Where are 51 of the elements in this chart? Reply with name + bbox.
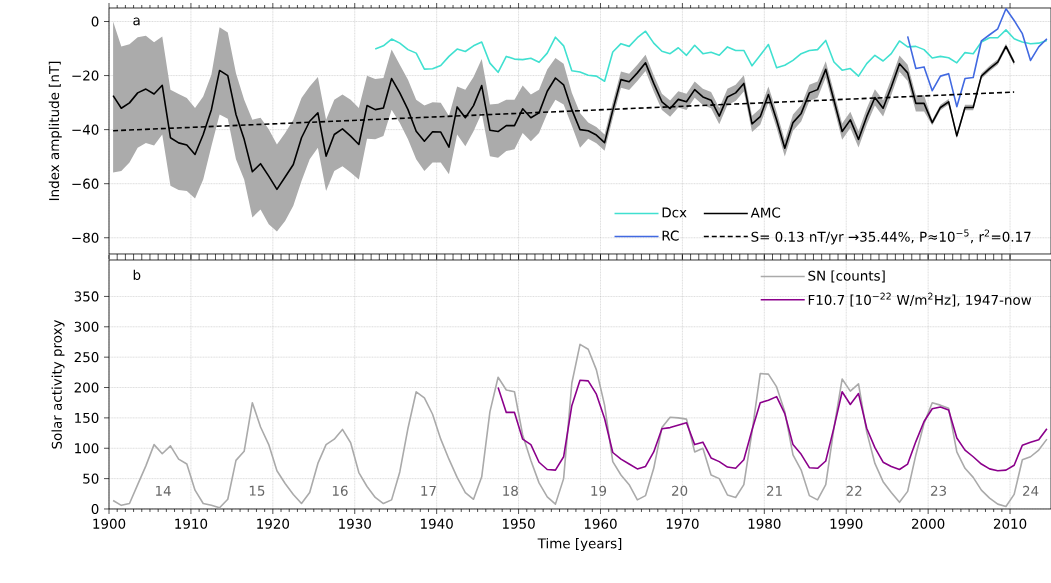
y-tick-label: 150 — [75, 412, 99, 423]
annotation: 22 — [846, 485, 862, 496]
y-tick-label: 50 — [83, 473, 99, 484]
annotation: 16 — [332, 485, 348, 496]
legend-label: SN [counts] — [808, 270, 885, 283]
annotation: 24 — [1023, 485, 1039, 496]
legend-label: F10.7 [10$^{−22}$ W/m$^{2}$Hz], 1947-now — [808, 292, 1032, 307]
annotation: 18 — [503, 485, 518, 496]
x-tick-label: 1910 — [175, 518, 208, 529]
line-series — [906, 8, 1048, 108]
annotation: 23 — [930, 485, 947, 496]
x-tick-label: 1950 — [502, 518, 535, 529]
annotation: 15 — [249, 485, 265, 496]
y-tick-label: −40 — [72, 124, 99, 135]
y-tick-label: −80 — [72, 232, 99, 243]
y-axis-title: Solar activity proxy — [51, 319, 65, 449]
annotation: a — [133, 17, 140, 26]
legend-label: RC — [662, 230, 679, 241]
annotation: b — [133, 269, 141, 281]
legend-label: Dcx — [662, 207, 687, 218]
legend-label: AMC — [750, 207, 781, 218]
y-tick-label: 100 — [75, 443, 99, 454]
annotation: 21 — [766, 485, 782, 496]
x-tick-label: 1980 — [748, 518, 781, 529]
x-tick-label: 2010 — [993, 518, 1027, 529]
x-tick-label: 1940 — [421, 518, 453, 529]
y-tick-label: 0 — [91, 503, 99, 515]
annotation: 19 — [591, 485, 607, 496]
annotation: 17 — [421, 485, 436, 496]
y-tick-label: 350 — [74, 291, 99, 302]
y-axis-title: Index amplitude [nT] — [48, 61, 62, 201]
y-tick-label: 0 — [91, 16, 99, 27]
line-series — [112, 343, 1048, 509]
line-series — [374, 29, 1048, 83]
legend-label: S= 0.13 nT/yr →35.44%, P≈10$^{−5}$, r$^{2}$=0.17 — [751, 229, 1031, 245]
y-tick-label: −20 — [72, 70, 99, 81]
annotation: 20 — [672, 485, 688, 496]
y-tick-label: 200 — [74, 382, 99, 393]
x-tick-label: 1920 — [257, 518, 290, 529]
x-tick-label: 1970 — [666, 518, 699, 529]
y-tick-label: −60 — [72, 178, 99, 189]
x-tick-label: 1960 — [584, 518, 617, 529]
x-axis-title: Time [years] — [537, 538, 622, 552]
line-series — [112, 45, 1015, 191]
x-tick-label: 2000 — [912, 518, 945, 529]
annotation: 14 — [156, 485, 171, 496]
x-tick-label: 1930 — [339, 518, 371, 529]
x-tick-label: 1900 — [93, 518, 126, 529]
x-tick-label: 1990 — [830, 518, 863, 529]
y-tick-label: 300 — [74, 321, 99, 332]
y-tick-label: 250 — [74, 352, 99, 363]
